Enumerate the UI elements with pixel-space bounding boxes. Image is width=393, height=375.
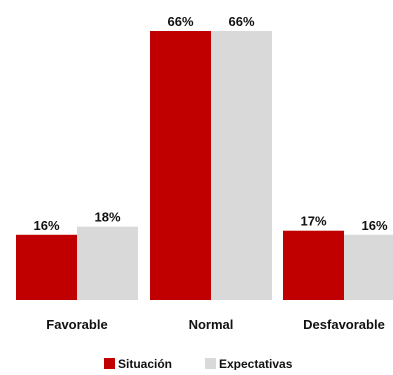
- bars-layer: [16, 31, 393, 300]
- bar-normal-expectativas: [211, 31, 272, 300]
- value-label-normal-expectativas: 66%: [228, 14, 254, 29]
- category-labels-layer: Favorable Normal Desfavorable: [46, 317, 385, 332]
- bar-desfavorable-expectativas: [344, 234, 393, 300]
- category-label-desfavorable: Desfavorable: [303, 317, 385, 332]
- legend-label-expectativas: Expectativas: [219, 357, 293, 370]
- legend: Situación Expectativas: [104, 357, 293, 371]
- bar-normal-situacion: [150, 31, 211, 300]
- legend-swatch-expectativas: [205, 358, 216, 369]
- value-label-favorable-situacion: 16%: [33, 218, 59, 233]
- bar-favorable-situacion: [16, 234, 77, 300]
- category-label-normal: Normal: [189, 317, 234, 332]
- legend-swatch-situacion: [104, 358, 115, 369]
- legend-label-situacion: Situación: [118, 357, 172, 370]
- value-label-favorable-expectativas: 18%: [94, 210, 120, 225]
- value-label-desfavorable-situacion: 17%: [300, 214, 326, 229]
- value-label-desfavorable-expectativas: 16%: [361, 218, 387, 233]
- bar-favorable-expectativas: [77, 226, 138, 300]
- value-label-normal-situacion: 66%: [167, 14, 193, 29]
- value-labels-layer: 16% 18% 66% 66% 17% 16%: [33, 14, 387, 233]
- bar-desfavorable-situacion: [283, 230, 344, 300]
- category-label-favorable: Favorable: [46, 317, 107, 332]
